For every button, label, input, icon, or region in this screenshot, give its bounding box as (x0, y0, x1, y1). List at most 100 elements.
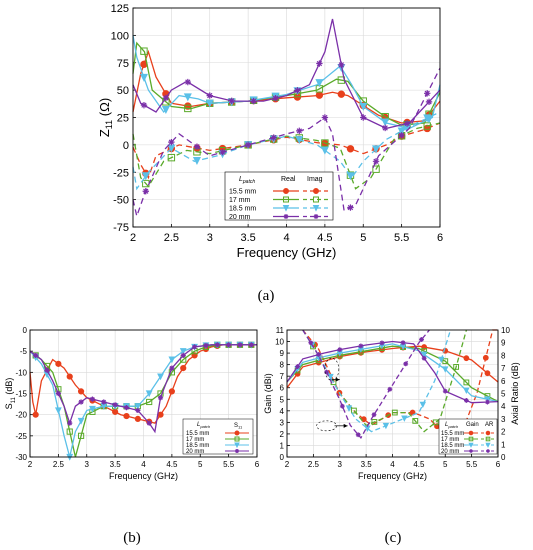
chart-c-series-ar-point (371, 419, 378, 425)
chart-b-series-point (89, 405, 96, 413)
chart-a-xlabel: Frequency (GHz) (237, 245, 337, 260)
chart-a-series-real-point (294, 87, 301, 94)
chart-c-series-gain-point (400, 340, 406, 346)
chart-a-series-real-point (425, 98, 433, 106)
chart-a-series-imag-point (372, 165, 380, 173)
chart-a-series-imag-point (424, 90, 431, 97)
chart-b-series-point (33, 352, 39, 358)
chart-c-series-gain-point (379, 340, 385, 346)
legend-marker (312, 205, 320, 212)
chart-b-series-point (55, 360, 62, 367)
chart-b-ytick-label: -10 (15, 368, 27, 377)
chart-c-series-gain-point (485, 399, 490, 405)
chart-c-ytick-label-left: 5 (280, 395, 285, 404)
chart-c-series-ar-point (371, 412, 377, 418)
chart-a-series-imag-point (321, 114, 329, 121)
chart-c-xtick-label: 4.5 (413, 460, 425, 469)
chart-a-ytick-label: 0 (123, 140, 129, 152)
chart-c-series-ar-point (403, 361, 409, 367)
chart-c-frame (286, 329, 499, 458)
chart-a-series-imag-point (346, 145, 355, 153)
chart-b-series-point (78, 399, 84, 405)
chart-a-xtick-label: 4.5 (317, 232, 332, 244)
legend-entry: 20 mm (229, 214, 251, 221)
chart-b-series-point (146, 398, 153, 406)
chart-a-series-imag-point (244, 141, 252, 149)
chart-c-series-gain-point (358, 343, 364, 349)
legend-col: S11 (234, 423, 243, 430)
chart-a-series-imag-point (346, 172, 355, 181)
legend-entry: 18.5 mm (186, 443, 209, 449)
chart-b-series-point (134, 403, 142, 410)
legend-col-ar: AR (485, 422, 494, 428)
chart-a-series-real-line (132, 35, 441, 130)
chart-a-ytick-label: -50 (113, 195, 129, 207)
chart-c-series-ar-point (339, 403, 345, 409)
legend-marker (313, 188, 319, 194)
chart-c-xtick-label: 5 (443, 460, 448, 469)
chart-a-series-real-point (315, 91, 324, 99)
chart-c-ytick-label-right: 6 (501, 377, 506, 386)
chart-b-series-point (32, 411, 39, 418)
legend-marker (485, 436, 491, 442)
legend-entry: 15.5 mm (441, 431, 464, 437)
legend-marker (313, 196, 319, 203)
chart-b-series-point (101, 399, 107, 405)
chart-a-series-real-point (183, 93, 192, 102)
legend-entry: 20 mm (441, 449, 459, 455)
legend-marker (235, 449, 239, 453)
chart-c-ytick-label-right: 1 (501, 440, 506, 449)
legend-marker (485, 430, 491, 436)
chart-c-series-ar-point (355, 432, 361, 438)
chart-a-series-imag-point (320, 146, 329, 155)
chart-c-series-ar-point (382, 422, 390, 430)
chart-c-gain-annotation-ellipse (324, 357, 340, 381)
chart-b-series-point (54, 407, 62, 415)
chart-b-series-point (77, 388, 85, 395)
chart-b-series-point (157, 373, 164, 381)
chart-c-series-ar-point (419, 401, 427, 409)
chart-a-series-imag-point (423, 122, 431, 130)
legend-marker (468, 430, 474, 436)
chart-b-xtick-label: 4 (141, 460, 146, 469)
chart-a-xtick-label: 6 (437, 232, 443, 244)
chart-c-ytick-label-left: 6 (280, 384, 285, 393)
chart-b-series-point (145, 390, 153, 398)
chart-a-series-real-point (205, 99, 214, 108)
chart-c-ytick-label-right: 10 (501, 326, 510, 335)
chart-b-ytick-label: -20 (15, 411, 27, 420)
chart-c-ar-annotation-arrowhead (343, 423, 348, 428)
chart-c-ytick-label-right: 4 (501, 402, 506, 411)
chart-a-series-imag-point (372, 145, 381, 154)
chart-c-series-gain-point (463, 398, 469, 403)
chart-c-xlabel: Frequency (GHz) (358, 471, 427, 481)
chart-c-series-gain-point (463, 387, 470, 395)
chart-c-ytick-label-left: 9 (280, 349, 285, 358)
chart-a: 2 2.5 3 3.5 4 4.5 5 5.5 6 -75 -50 -25 0 25 50 75 100 125 F… (97, 3, 443, 304)
chart-a-series-real-point (403, 120, 411, 127)
chart-b-series-point (168, 388, 175, 395)
chart-a-series-real-point (250, 97, 257, 105)
chart-c-series-ar-point (401, 415, 408, 422)
chart-b-xtick-label: 3 (85, 460, 90, 469)
chart-b-series-point (135, 407, 141, 414)
chart-a-series-imag-point (372, 158, 380, 165)
chart-a-ytick-label: 25 (117, 113, 129, 125)
chart-c-ytick-label-right: 8 (501, 351, 506, 360)
legend-col-gain: Gain (466, 422, 479, 428)
chart-b: 2 2.5 3 3.5 4 4.5 5 5.5 6 -30 -25 -20 -15 -10 -5 0 Frequ… (4, 326, 260, 546)
chart-b-series-point (157, 411, 164, 418)
chart-b-series-point (169, 365, 175, 371)
chart-c-ytick-label-left: 4 (280, 407, 285, 416)
chart-b-xtick-label: 6 (255, 460, 260, 469)
chart-c-ytick-label-right: 3 (501, 415, 506, 424)
legend-marker (283, 188, 289, 194)
chart-c-series-gain-point (463, 379, 470, 386)
chart-c-ytick-label-left: 7 (280, 372, 285, 381)
chart-a-series-real-point (337, 90, 346, 98)
chart-c-series-gain-point (337, 347, 343, 353)
legend-entry: 18.5 mm (441, 443, 464, 449)
chart-a-xtick-label: 4 (283, 232, 289, 244)
chart-b-series-point (66, 373, 73, 380)
